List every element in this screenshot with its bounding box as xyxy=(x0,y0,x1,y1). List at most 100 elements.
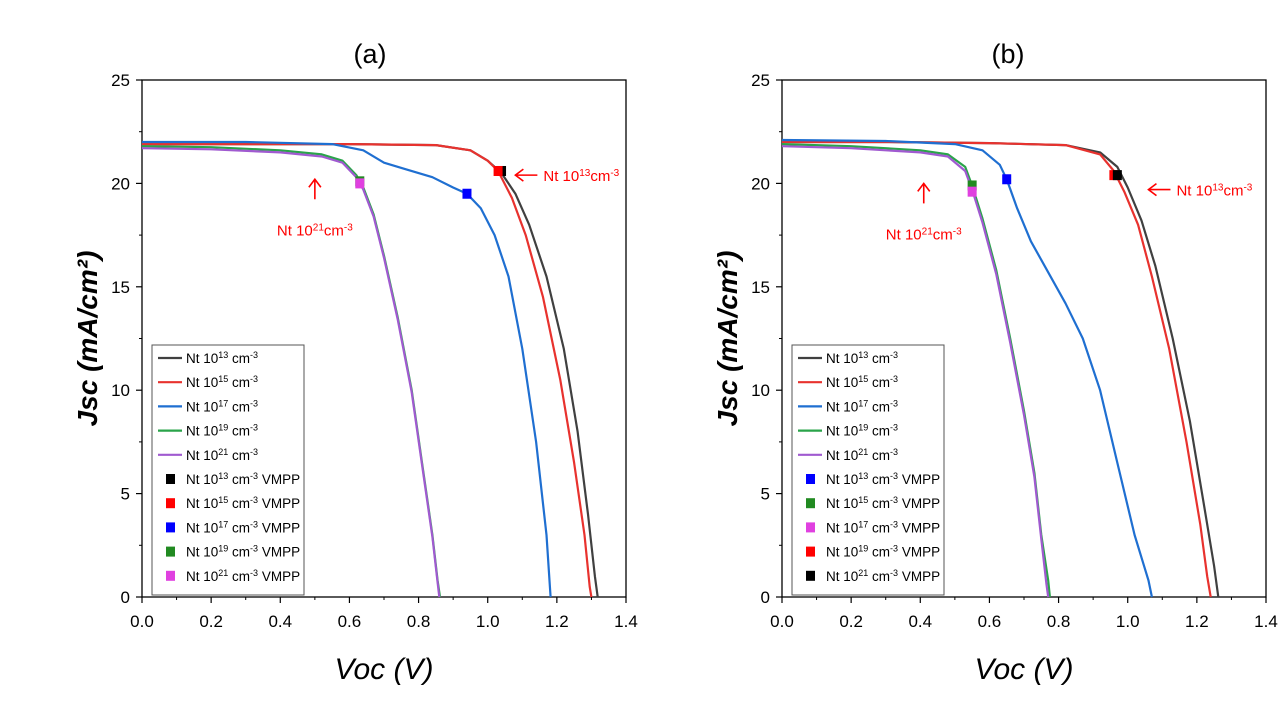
legend-swatch-square xyxy=(166,546,175,557)
superscript: -3 xyxy=(250,423,258,433)
series-line xyxy=(781,138,1153,598)
annotation-label: Nt 1021cm-3 xyxy=(886,226,962,244)
legend-swatch-square xyxy=(806,546,815,557)
text-span: 10 xyxy=(840,569,859,584)
text-span: VMPP xyxy=(898,472,940,487)
legend-label: Nt 1019 cm-3 VMPP xyxy=(186,544,300,560)
text-span: Nt xyxy=(1176,183,1192,200)
text-span: cm xyxy=(228,351,250,366)
superscript: -3 xyxy=(250,350,258,360)
text-span: Nt xyxy=(186,375,200,390)
text-span: VMPP xyxy=(258,545,300,560)
legend-label: Nt 1021 cm-3 VMPP xyxy=(826,568,940,584)
annotation-label: Nt 1021cm-3 xyxy=(277,222,353,240)
vmpp-marker xyxy=(1002,174,1012,185)
vmpp-marker xyxy=(967,180,977,191)
x-axis-label: Voc (V) xyxy=(335,653,434,686)
x-tick-label: 0.6 xyxy=(978,612,1002,631)
x-tick-label: 0.8 xyxy=(407,612,431,631)
superscript: 21 xyxy=(858,568,868,578)
text-span: 10 xyxy=(200,424,219,439)
y-tick-label: 0 xyxy=(761,588,770,607)
chart-title: (b) xyxy=(992,39,1025,69)
text-span: 10 xyxy=(1191,183,1212,200)
text-span: VMPP xyxy=(898,545,940,560)
annotation-arrowhead xyxy=(308,177,322,188)
text-span: Nt xyxy=(186,472,200,487)
text-span: 10 xyxy=(840,520,859,535)
text-span: 10 xyxy=(558,168,579,185)
text-span: Nt xyxy=(826,351,840,366)
legend-label: Nt 1015 cm-3 VMPP xyxy=(186,495,300,511)
y-tick-label: 20 xyxy=(751,174,770,193)
y-tick-label: 5 xyxy=(761,485,770,504)
series-line xyxy=(781,145,1050,598)
superscript: 21 xyxy=(218,447,228,457)
text-span: cm xyxy=(868,496,890,511)
superscript: 13 xyxy=(1212,182,1224,193)
y-tick-label: 25 xyxy=(111,71,130,90)
text-span: cm xyxy=(228,448,250,463)
text-span: 10 xyxy=(840,399,859,414)
text-span: 10 xyxy=(840,545,859,560)
text-span: 10 xyxy=(200,351,219,366)
superscript: 17 xyxy=(858,398,868,408)
text-span: 10 xyxy=(200,569,219,584)
text-span: VMPP xyxy=(258,520,300,535)
x-tick-label: 0.4 xyxy=(908,612,932,631)
superscript: 21 xyxy=(922,226,934,237)
superscript: -3 xyxy=(250,398,258,408)
text-span: cm xyxy=(868,545,890,560)
text-span: Nt xyxy=(826,545,840,560)
superscript: -3 xyxy=(890,519,898,529)
superscript: -3 xyxy=(250,544,258,554)
superscript: -3 xyxy=(890,568,898,578)
superscript: 15 xyxy=(218,495,228,505)
text-span: 10 xyxy=(840,351,859,366)
legend-label: Nt 1013 cm-3 xyxy=(826,350,898,366)
chart-panel-b: (b)0.0 0.2 0.4 0.6 0.8 1.0 1.2 1.40510152025Voc… xyxy=(712,39,1278,686)
text-span: cm xyxy=(228,424,250,439)
superscript: -3 xyxy=(250,519,258,529)
superscript: -3 xyxy=(890,471,898,481)
annotation-arrowhead xyxy=(514,168,524,182)
x-tick-label: 1.0 xyxy=(476,612,500,631)
text-span: cm xyxy=(933,226,953,243)
annotation-arrowhead xyxy=(1147,182,1157,197)
text-span: VMPP xyxy=(258,472,300,487)
x-tick-label: 0.8 xyxy=(1047,612,1071,631)
text-span: cm xyxy=(868,472,890,487)
y-tick-label: 20 xyxy=(111,174,130,193)
text-span: 10 xyxy=(200,399,219,414)
text-span: Nt xyxy=(186,399,200,414)
vmpp-marker xyxy=(462,188,472,199)
superscript: -3 xyxy=(344,222,353,233)
x-axis-label: Voc (V) xyxy=(975,653,1074,686)
text-span: Nt xyxy=(543,168,559,185)
text-span: Nt xyxy=(826,424,840,439)
text-span: cm xyxy=(228,545,250,560)
text-span: cm xyxy=(868,448,890,463)
superscript: -3 xyxy=(610,168,619,179)
superscript: -3 xyxy=(890,374,898,384)
text-span: VMPP xyxy=(898,520,940,535)
text-span: VMPP xyxy=(898,569,940,584)
superscript: 17 xyxy=(218,519,228,529)
text-span: 10 xyxy=(840,448,859,463)
x-tick-label: 0.0 xyxy=(130,612,154,631)
x-tick-label: 0.4 xyxy=(268,612,292,631)
y-tick-label: 10 xyxy=(751,381,770,400)
legend-label: Nt 1019 cm-3 xyxy=(826,423,898,439)
series-line xyxy=(782,140,1212,598)
text-span: Nt xyxy=(277,222,293,239)
legend-box xyxy=(151,344,305,596)
superscript: 19 xyxy=(858,544,868,554)
y-axis-label: Jsc (mA/cm²) xyxy=(72,251,103,427)
legend-label: Nt 1017 cm-3 VMPP xyxy=(186,519,300,535)
superscript: -3 xyxy=(1243,182,1252,193)
superscript: -3 xyxy=(890,495,898,505)
text-span: 10 xyxy=(840,472,859,487)
superscript: -3 xyxy=(250,374,258,384)
x-tick-label: 0.0 xyxy=(770,612,794,631)
legend-swatch-square xyxy=(166,570,175,581)
